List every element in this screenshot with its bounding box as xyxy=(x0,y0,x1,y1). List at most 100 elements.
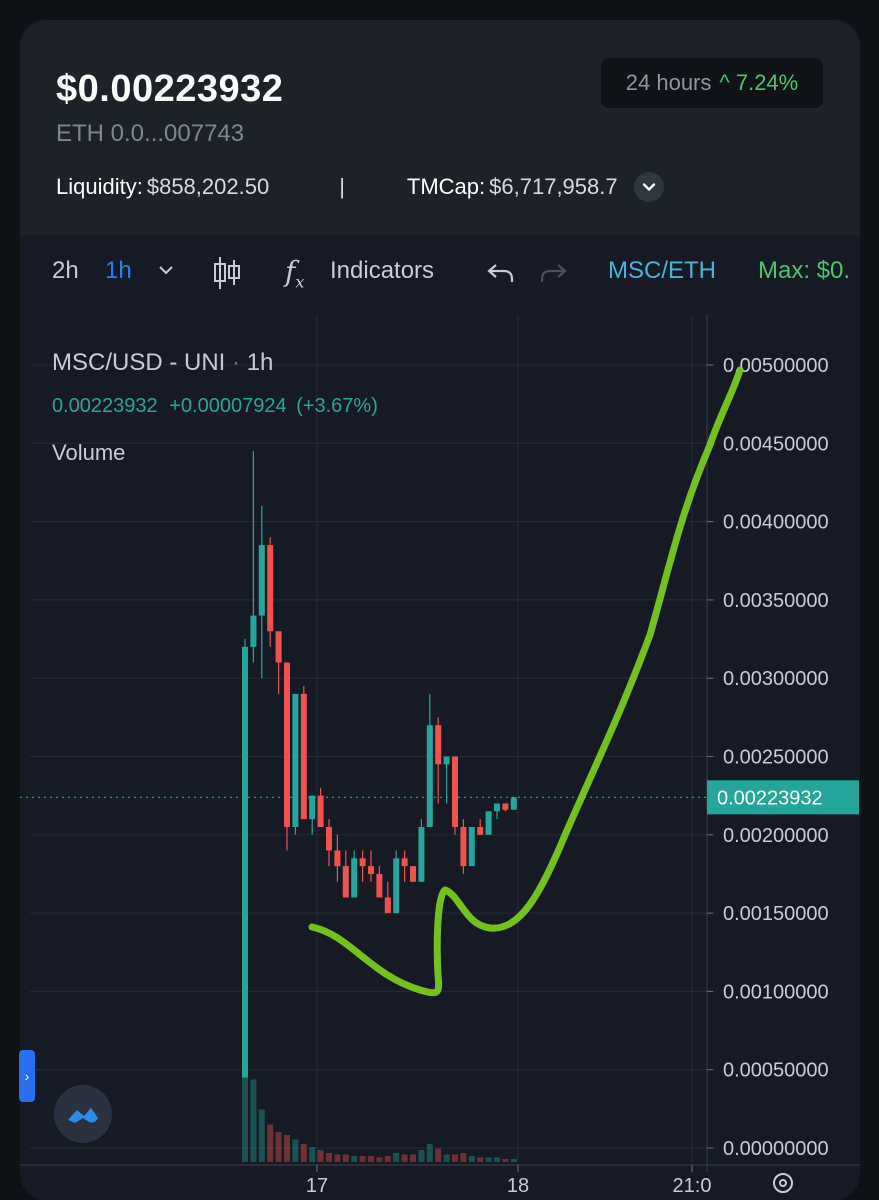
volume-bar xyxy=(384,1156,391,1162)
tmcap-label: TMCap: xyxy=(406,174,486,199)
legend-delta: +0.00007924 xyxy=(169,395,287,417)
candle-body xyxy=(267,545,274,632)
liquidity-value: $858,202.50 xyxy=(146,174,270,199)
candle-body xyxy=(494,803,500,812)
candle-body xyxy=(393,858,400,914)
volume-bar xyxy=(300,1144,307,1162)
volume-bar xyxy=(426,1144,433,1162)
volume-bar xyxy=(284,1135,290,1162)
volume-bar xyxy=(485,1157,492,1162)
change-badge[interactable]: 24 hours ^ 7.24% xyxy=(601,58,823,108)
interval-1h[interactable]: 1h xyxy=(105,257,132,284)
candle-body xyxy=(275,631,282,663)
arrow-up-icon: ^ xyxy=(719,70,730,95)
indicators-button[interactable]: Indicators xyxy=(330,257,435,284)
y-tick-label: 0.00050000 xyxy=(723,1060,829,1082)
volume-bar xyxy=(468,1156,475,1162)
interval-chevron-icon[interactable] xyxy=(157,263,175,277)
y-tick-label: 0.00450000 xyxy=(723,433,829,455)
fx-icon[interactable]: fx xyxy=(285,255,305,292)
volume-bar xyxy=(359,1156,366,1162)
interval-2h[interactable]: 2h xyxy=(52,257,79,284)
chevron-right-icon: › xyxy=(24,1068,30,1084)
legend-volume: Volume xyxy=(52,440,126,465)
candle-body xyxy=(334,850,341,867)
candle-body xyxy=(242,646,248,1078)
sidebar-toggle-button[interactable]: › xyxy=(19,1050,35,1102)
candle-body xyxy=(460,826,467,867)
volume-bar xyxy=(494,1157,500,1162)
candle-body xyxy=(368,866,374,874)
logo-icon xyxy=(68,1108,98,1123)
legend-symbol: MSC/USD - UNI xyxy=(52,349,226,376)
pair-button[interactable]: MSC/ETH xyxy=(608,257,716,284)
volume-bar xyxy=(435,1148,442,1162)
expand-button[interactable] xyxy=(633,172,664,202)
candle-body xyxy=(426,725,433,827)
legend-dot: · xyxy=(232,349,241,376)
candle-body xyxy=(250,615,257,647)
volume-bar xyxy=(292,1139,299,1162)
candles-icon[interactable] xyxy=(212,255,242,291)
token-card: $0.00223932 ETH 0.0...007743 Liquidity: … xyxy=(20,20,860,1200)
volume-bar xyxy=(418,1150,425,1162)
candle-body xyxy=(284,662,290,827)
candle-body xyxy=(468,826,475,867)
y-tick-label: 0.00100000 xyxy=(723,981,829,1003)
volume-bar xyxy=(326,1153,332,1162)
chart-logo-button[interactable] xyxy=(54,1085,112,1143)
chart-toolbar: 2h 1h fx Indicators MSC/ETH Max: $0. xyxy=(20,235,860,310)
volume-bar xyxy=(309,1147,316,1162)
candle-body xyxy=(435,725,442,765)
candle-body xyxy=(384,897,391,914)
price-chart[interactable]: 0.00500000 0.00450000 0.00400000 0.00350000… xyxy=(20,235,860,1200)
volume-bar xyxy=(443,1154,450,1162)
drawn-annotation xyxy=(308,366,744,997)
candle-body xyxy=(401,858,408,867)
legend-timeframe: 1h xyxy=(246,349,274,376)
candle-body xyxy=(477,826,484,835)
candle-body xyxy=(502,803,509,810)
volume-bar xyxy=(275,1132,282,1162)
redo-icon[interactable] xyxy=(538,261,568,285)
volume-bar xyxy=(258,1109,265,1162)
volume-bar xyxy=(242,1027,248,1162)
candle-body xyxy=(443,756,450,765)
chevron-down-icon xyxy=(642,183,655,191)
volume-bar xyxy=(477,1157,484,1162)
last-price-badge xyxy=(707,780,859,815)
candle-body xyxy=(292,693,299,827)
volume-bar xyxy=(334,1154,341,1162)
x-tick-label: 18 xyxy=(507,1175,529,1197)
last-price-label: 0.00223932 xyxy=(717,787,823,809)
token-header: $0.00223932 ETH 0.0...007743 Liquidity: … xyxy=(20,20,860,235)
chart-grid xyxy=(20,315,860,1172)
candle-body xyxy=(351,858,358,898)
volume-bar xyxy=(267,1124,274,1162)
eth-price: ETH 0.0...007743 xyxy=(56,120,245,147)
volume-bars xyxy=(242,1027,517,1162)
time-axis[interactable]: 17 18 21:0 xyxy=(306,1165,712,1197)
price-axis[interactable]: 0.00500000 0.00450000 0.00400000 0.00350000… xyxy=(707,355,859,1160)
candle-body xyxy=(317,795,324,827)
volume-bar xyxy=(452,1154,458,1162)
period-label: 24 hours xyxy=(625,70,712,95)
x-tick-label: 21:0 xyxy=(673,1175,712,1197)
candle-body xyxy=(410,866,416,882)
candle-body xyxy=(258,545,265,616)
x-tick-label: 17 xyxy=(306,1175,328,1197)
candle-body xyxy=(485,811,492,835)
undo-icon[interactable] xyxy=(486,261,516,285)
candles xyxy=(242,451,517,1078)
liquidity-label: Liquidity: xyxy=(56,174,143,199)
y-tick-label: 0.00250000 xyxy=(723,747,829,769)
y-tick-label: 0.00150000 xyxy=(723,903,829,925)
candle-body xyxy=(300,693,307,820)
volume-bar xyxy=(376,1157,383,1162)
settings-icon[interactable] xyxy=(773,1173,793,1193)
chart-panel[interactable]: 2h 1h fx Indicators MSC/ETH Max: $0. 0.0… xyxy=(20,235,860,1200)
volume-bar xyxy=(510,1159,517,1162)
token-price: $0.00223932 xyxy=(56,68,284,110)
volume-bar xyxy=(342,1154,349,1162)
y-tick-label: 0.00500000 xyxy=(723,355,829,377)
